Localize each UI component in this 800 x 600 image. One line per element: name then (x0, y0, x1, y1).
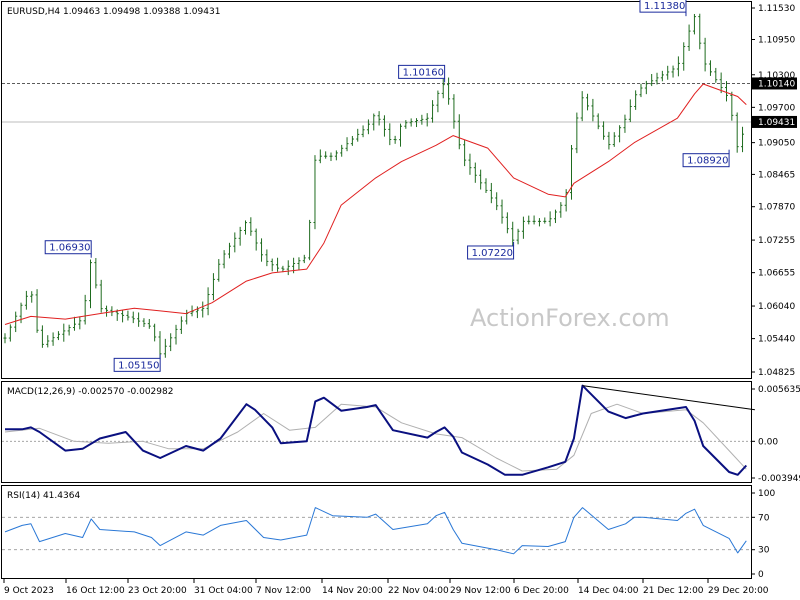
x-tick-label: 16 Oct 12:00 (66, 586, 125, 596)
annotation-box (467, 245, 515, 260)
x-tick-label: 31 Oct 04:00 (194, 586, 253, 596)
annotation-label: 1.10160 (403, 67, 444, 78)
x-tick-label: 21 Dec 12:00 (643, 586, 704, 596)
price-ytick-label: 1.06655 (758, 269, 795, 279)
macd-ytick-label: -0.003949 (758, 474, 800, 484)
rsi-ytick-label: 0 (758, 570, 764, 580)
rsi-ytick-label: 70 (758, 513, 770, 523)
annotation-box (44, 240, 92, 255)
price-ytick-label: 1.10950 (758, 35, 795, 45)
macd-ytick-label: 0.005635 (758, 385, 800, 395)
last-price-tag-bg (752, 115, 797, 128)
resistance-price-tag-bg (752, 77, 797, 90)
annotation-box (398, 64, 446, 79)
price-ytick-label: 1.05440 (758, 335, 795, 345)
moving-average-line (4, 83, 747, 325)
price-ytick-label: 1.09700 (758, 103, 795, 113)
price-ytick-label: 1.10300 (758, 71, 795, 81)
macd-trendline (582, 385, 755, 411)
x-tick-label: 29 Dec 20:00 (708, 586, 769, 596)
x-tick-label: 29 Nov 12:00 (450, 586, 511, 596)
x-tick-label: 14 Dec 04:00 (578, 586, 639, 596)
x-tick-label: 6 Dec 20:00 (514, 586, 569, 596)
x-tick-label: 9 Oct 2023 (4, 586, 54, 596)
macd-header: MACD(12,26,9) -0.002570 -0.002982 (7, 387, 173, 397)
price-ytick-label: 1.09050 (758, 139, 795, 149)
x-tick-label: 14 Nov 20:00 (322, 586, 383, 596)
annotation-label: 1.08920 (687, 156, 728, 167)
rsi-line (4, 507, 747, 555)
x-tick-label: 7 Nov 12:00 (256, 586, 311, 596)
rsi-ytick-label: 30 (758, 546, 770, 556)
annotation-label: 1.06930 (49, 243, 90, 254)
watermark: ActionForex.com (470, 304, 670, 332)
price-ytick-label: 1.11530 (758, 4, 795, 14)
x-tick-label: 22 Nov 04:00 (388, 586, 449, 596)
annotation-label: 1.11380 (644, 1, 685, 12)
macd-ytick-label: 0.00 (758, 437, 778, 447)
price-ytick-label: 1.08465 (758, 170, 795, 180)
price-ytick-label: 1.06040 (758, 302, 795, 312)
price-ytick-label: 1.07870 (758, 203, 795, 213)
x-tick-label: 23 Oct 20:00 (128, 586, 187, 596)
price-ytick-label: 1.07255 (758, 236, 795, 246)
annotation-box (639, 0, 687, 13)
annotation-label: 1.07220 (472, 248, 513, 259)
rsi-header: RSI(14) 41.4364 (7, 491, 80, 501)
resistance-price-tag: 1.10140 (758, 79, 795, 89)
annotation-label: 1.05150 (118, 360, 159, 371)
price-header: EURUSD,H4 1.09463 1.09498 1.09388 1.0943… (7, 7, 220, 17)
last-price-tag: 1.09431 (758, 118, 795, 128)
macd-line (5, 384, 748, 476)
price-ytick-label: 1.04825 (758, 368, 795, 378)
macd-signal-line (4, 403, 747, 472)
rsi-panel (1, 485, 752, 579)
annotation-box (682, 153, 730, 168)
rsi-ytick-label: 100 (758, 489, 775, 499)
annotation-box (113, 357, 161, 372)
